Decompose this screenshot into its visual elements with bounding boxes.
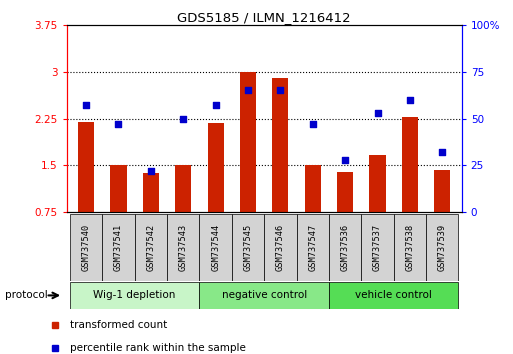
Text: GSM737537: GSM737537 bbox=[373, 224, 382, 272]
Point bbox=[406, 97, 414, 103]
Bar bbox=[369, 155, 386, 212]
Bar bbox=[337, 172, 353, 212]
Bar bbox=[135, 214, 167, 281]
Text: GSM737540: GSM737540 bbox=[82, 224, 91, 272]
Bar bbox=[200, 214, 232, 281]
Bar bbox=[70, 214, 102, 281]
Point bbox=[114, 121, 123, 127]
Bar bbox=[393, 214, 426, 281]
Bar bbox=[402, 117, 418, 212]
Bar bbox=[232, 214, 264, 281]
Text: GSM737545: GSM737545 bbox=[244, 224, 252, 272]
Point bbox=[438, 149, 446, 155]
Point bbox=[373, 110, 382, 116]
Bar bbox=[264, 214, 297, 281]
Bar bbox=[272, 78, 288, 212]
Text: protocol: protocol bbox=[5, 290, 48, 301]
Point bbox=[309, 121, 317, 127]
Bar bbox=[167, 214, 200, 281]
Text: GSM737542: GSM737542 bbox=[146, 224, 155, 272]
Bar bbox=[110, 165, 127, 212]
Bar bbox=[200, 282, 329, 309]
Point bbox=[341, 157, 349, 163]
Bar bbox=[329, 282, 459, 309]
Text: vehicle control: vehicle control bbox=[356, 290, 432, 301]
Point bbox=[211, 103, 220, 108]
Bar bbox=[70, 282, 200, 309]
Bar bbox=[297, 214, 329, 281]
Text: negative control: negative control bbox=[222, 290, 307, 301]
Bar bbox=[208, 123, 224, 212]
Point bbox=[82, 103, 90, 108]
Bar bbox=[175, 165, 191, 212]
Bar bbox=[102, 214, 135, 281]
Text: GSM737538: GSM737538 bbox=[405, 224, 415, 272]
Bar bbox=[143, 173, 159, 212]
Text: GSM737541: GSM737541 bbox=[114, 224, 123, 272]
Bar bbox=[305, 165, 321, 212]
Text: GSM737544: GSM737544 bbox=[211, 224, 220, 272]
Text: GSM737539: GSM737539 bbox=[438, 224, 447, 272]
Bar bbox=[329, 214, 361, 281]
Text: percentile rank within the sample: percentile rank within the sample bbox=[70, 343, 246, 353]
Text: GSM737547: GSM737547 bbox=[308, 224, 317, 272]
Text: Wig-1 depletion: Wig-1 depletion bbox=[93, 290, 176, 301]
Point bbox=[147, 168, 155, 174]
Text: GSM737543: GSM737543 bbox=[179, 224, 188, 272]
Point bbox=[244, 87, 252, 93]
Point bbox=[179, 116, 187, 121]
Text: GSM737536: GSM737536 bbox=[341, 224, 350, 272]
Title: GDS5185 / ILMN_1216412: GDS5185 / ILMN_1216412 bbox=[177, 11, 351, 24]
Bar bbox=[434, 170, 450, 212]
Point bbox=[277, 87, 285, 93]
Bar bbox=[426, 214, 459, 281]
Bar bbox=[78, 122, 94, 212]
Text: transformed count: transformed count bbox=[70, 320, 168, 330]
Bar bbox=[240, 72, 256, 212]
Bar bbox=[361, 214, 393, 281]
Text: GSM737546: GSM737546 bbox=[276, 224, 285, 272]
